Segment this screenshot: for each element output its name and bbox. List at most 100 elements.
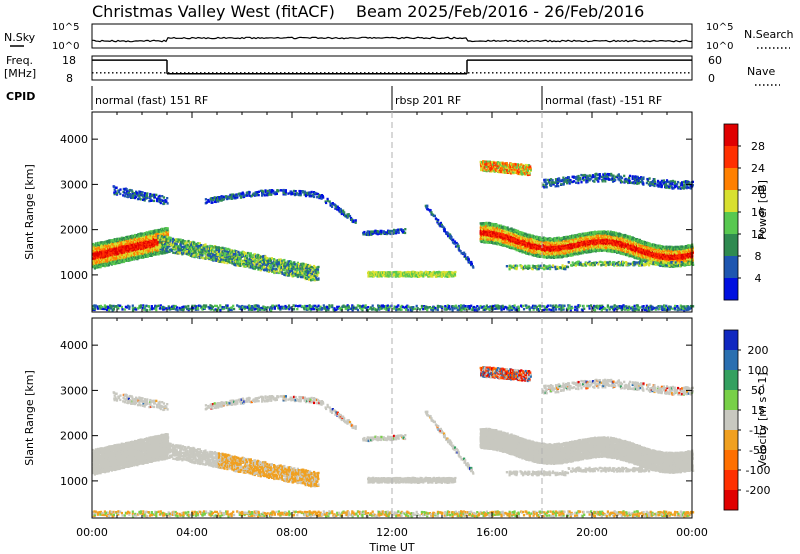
power-cell bbox=[347, 213, 350, 216]
power-cell bbox=[464, 253, 467, 256]
power-cell bbox=[163, 201, 166, 204]
power-cell bbox=[486, 234, 489, 237]
power-cell bbox=[233, 249, 236, 252]
power-cell bbox=[459, 250, 462, 253]
power-cell bbox=[399, 273, 402, 276]
power-cell bbox=[242, 260, 245, 263]
power-cell bbox=[119, 188, 122, 191]
power-cell bbox=[367, 233, 370, 237]
power-cell bbox=[299, 190, 302, 193]
power-cell bbox=[200, 247, 204, 251]
power-cell bbox=[529, 237, 532, 240]
power-cell bbox=[470, 262, 473, 266]
power-cell bbox=[158, 235, 161, 238]
power-cell bbox=[479, 222, 482, 225]
power-cell bbox=[202, 250, 205, 253]
power-cell bbox=[162, 241, 165, 244]
power-cell bbox=[350, 216, 353, 220]
power-cell bbox=[133, 251, 136, 254]
power-cell bbox=[204, 247, 207, 251]
power-cell bbox=[442, 270, 445, 274]
power-cell bbox=[490, 169, 493, 172]
power-cell bbox=[479, 160, 482, 164]
freq-panel-frame bbox=[91, 55, 693, 81]
power-cell bbox=[290, 260, 293, 263]
power-cell bbox=[165, 249, 168, 253]
power-cell bbox=[253, 192, 256, 195]
power-cell bbox=[496, 243, 499, 246]
power-cell bbox=[124, 256, 128, 259]
power-cell bbox=[227, 251, 230, 254]
power-cell bbox=[494, 165, 497, 169]
power-cell bbox=[162, 236, 165, 239]
power-cell bbox=[155, 233, 158, 236]
power-cell bbox=[256, 193, 259, 196]
power-cell bbox=[340, 212, 343, 216]
power-cell bbox=[230, 195, 233, 198]
freq-label-line2: [MHz] bbox=[4, 67, 36, 80]
power-cell bbox=[149, 242, 153, 246]
power-cell bbox=[99, 265, 102, 269]
power-cell bbox=[439, 271, 442, 274]
power-cell bbox=[480, 167, 483, 170]
power-cell bbox=[518, 234, 521, 237]
power-cell bbox=[122, 242, 125, 245]
power-cell bbox=[145, 194, 149, 197]
power-cell bbox=[480, 231, 483, 234]
power-cell bbox=[531, 253, 534, 257]
power-cell bbox=[152, 232, 155, 235]
power-cell bbox=[235, 193, 238, 196]
power-cell bbox=[187, 239, 190, 243]
power-cell bbox=[121, 247, 124, 251]
power-cell bbox=[148, 199, 151, 203]
power-cell bbox=[310, 279, 313, 282]
nsky-series bbox=[92, 36, 693, 43]
power-cell bbox=[157, 232, 160, 236]
power-cell bbox=[143, 197, 146, 201]
power-cell bbox=[125, 191, 128, 195]
power-cell bbox=[234, 196, 237, 199]
power-cell bbox=[263, 260, 266, 263]
power-cell bbox=[502, 170, 505, 173]
power-cell bbox=[480, 226, 483, 229]
power-cell bbox=[147, 240, 150, 244]
cpid-segment-label: normal (fast) 151 RF bbox=[95, 94, 208, 107]
power-cell bbox=[453, 272, 456, 275]
power-cell bbox=[216, 253, 220, 256]
power-cell bbox=[140, 250, 143, 253]
power-cell bbox=[247, 261, 250, 264]
power-cell bbox=[256, 263, 259, 266]
power-cell bbox=[224, 195, 228, 198]
power-cell bbox=[326, 197, 329, 201]
power-cell bbox=[212, 258, 215, 261]
power-cell bbox=[318, 195, 321, 198]
power-cell bbox=[454, 270, 457, 274]
power-cell bbox=[129, 254, 132, 257]
power-cell bbox=[294, 272, 297, 275]
power-cell bbox=[152, 239, 155, 242]
power-cell bbox=[303, 265, 306, 269]
power-cell bbox=[245, 256, 249, 260]
power-cell bbox=[150, 237, 154, 240]
power-cell bbox=[151, 241, 154, 244]
power-cell bbox=[242, 265, 245, 268]
power-cell bbox=[156, 229, 159, 232]
power-cell bbox=[501, 230, 504, 233]
power-cell bbox=[354, 221, 357, 224]
power-cell bbox=[166, 197, 169, 200]
power-cell bbox=[370, 232, 373, 236]
power-cell bbox=[285, 270, 288, 273]
power-cell bbox=[515, 248, 518, 252]
power-cell bbox=[500, 170, 503, 174]
power-cell bbox=[380, 232, 383, 236]
power-cell bbox=[157, 245, 160, 249]
power-cell bbox=[466, 256, 469, 259]
power-cell bbox=[199, 256, 202, 260]
power-cell bbox=[95, 255, 98, 258]
power-cell bbox=[531, 241, 534, 244]
freq-series bbox=[92, 59, 692, 75]
power-cell bbox=[486, 232, 489, 235]
power-cell bbox=[335, 205, 338, 208]
power-cell bbox=[364, 233, 367, 236]
power-cell bbox=[137, 252, 140, 255]
